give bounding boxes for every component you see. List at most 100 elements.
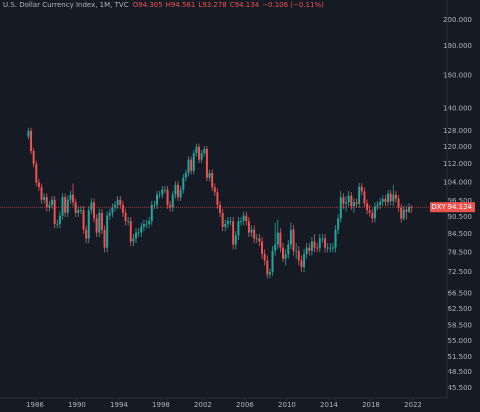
y-tick-label: 140.000: [443, 105, 472, 113]
candle-body: [266, 260, 269, 275]
candle-body: [174, 184, 177, 195]
candle-body: [119, 199, 122, 205]
legend-value: L93.278: [198, 1, 226, 9]
candle-body: [300, 260, 303, 268]
x-tick-label: 2014: [320, 401, 338, 409]
candle-body: [274, 244, 277, 251]
candle-body: [61, 197, 64, 216]
candle-body: [245, 215, 248, 222]
x-tick-label: 2022: [404, 401, 422, 409]
candle-body: [379, 201, 382, 205]
candle-body: [237, 221, 240, 236]
candle-body: [93, 202, 96, 219]
candle-body: [64, 197, 67, 213]
candle-body: [106, 215, 109, 248]
candle-body: [213, 187, 216, 193]
x-tick-label: 2010: [278, 401, 296, 409]
candle-body: [72, 194, 75, 203]
candle-body: [77, 210, 80, 213]
candle-body: [135, 232, 138, 239]
candle-body: [187, 159, 190, 174]
candle-body: [339, 197, 342, 219]
y-tick-label: 104.000: [443, 178, 472, 186]
candle-body: [153, 204, 156, 206]
candle-body: [169, 204, 172, 208]
candle-body: [387, 193, 390, 203]
candle-body: [287, 244, 290, 255]
candle-body: [384, 198, 387, 203]
candle-body: [87, 210, 90, 239]
candle-body: [45, 197, 48, 208]
candle-body: [190, 159, 193, 171]
candle-body: [219, 204, 222, 213]
y-tick-label: 78.500: [448, 248, 473, 256]
candle-body: [276, 232, 279, 245]
candle-body: [221, 212, 224, 227]
x-tick-label: 1986: [26, 401, 44, 409]
candle-body: [326, 247, 329, 249]
candle-body: [184, 173, 187, 178]
candle-body: [303, 253, 306, 268]
candle-body: [100, 212, 103, 230]
candle-body: [208, 173, 211, 178]
candle-body: [329, 247, 332, 249]
candle-body: [163, 189, 166, 191]
candle-body: [40, 187, 43, 200]
candle-body: [355, 202, 358, 204]
candle-body: [27, 130, 30, 137]
candle-body: [108, 212, 111, 216]
candle-body: [158, 194, 161, 196]
last-price-box: [447, 202, 475, 213]
candle-body: [35, 163, 38, 183]
candle-body: [295, 250, 298, 252]
candle-body: [79, 210, 82, 212]
candle-body: [156, 194, 159, 205]
candle-body: [408, 207, 411, 212]
candle-body: [179, 189, 182, 198]
y-tick-label: 120.000: [443, 143, 472, 151]
y-tick-label: 51.500: [448, 353, 473, 361]
candle-body: [261, 241, 264, 254]
last-price-tag: [430, 202, 447, 213]
candle-body: [74, 202, 77, 213]
candle-body: [53, 199, 56, 224]
candle-body: [226, 221, 229, 224]
y-tick-label: 72.500: [448, 268, 473, 276]
candle-body: [271, 250, 274, 273]
candle-body: [400, 207, 403, 219]
candle-body: [66, 199, 69, 213]
candle-body: [69, 194, 72, 200]
candle-body: [263, 253, 266, 261]
candle-body: [30, 130, 33, 152]
candle-body: [132, 238, 135, 242]
candle-body: [313, 241, 316, 248]
candle-body: [250, 229, 253, 233]
candle-body: [182, 177, 185, 190]
candle-body: [366, 203, 369, 211]
candle-body: [145, 223, 148, 225]
candle-body: [150, 204, 153, 222]
candle-body: [363, 191, 366, 204]
candle-body: [381, 198, 384, 202]
candle-body: [82, 210, 85, 230]
legend-value: −0.106 (−0.11%): [262, 1, 324, 9]
candle-body: [324, 238, 327, 248]
y-tick-label: 84.500: [448, 230, 473, 238]
candle-body: [58, 215, 61, 224]
candle-body: [121, 204, 124, 213]
candle-body: [240, 221, 243, 222]
candle-body: [211, 173, 214, 188]
candle-body: [316, 247, 319, 249]
candle-body: [321, 238, 324, 240]
candle-body: [234, 235, 237, 245]
y-tick-label: 112.000: [443, 160, 472, 168]
y-tick-label: 58.500: [448, 321, 473, 329]
chart-title: U.S. Dollar Currency Index, 1M, TVC: [3, 1, 129, 9]
candle-body: [124, 212, 127, 222]
candle-body: [98, 212, 101, 233]
candle-body: [310, 241, 313, 251]
legend: O94.305 H94.561 L93.278 C94.134 −0.106 (−0.1…: [133, 1, 325, 9]
x-tick-label: 2002: [194, 401, 212, 409]
candle-body: [279, 232, 282, 248]
